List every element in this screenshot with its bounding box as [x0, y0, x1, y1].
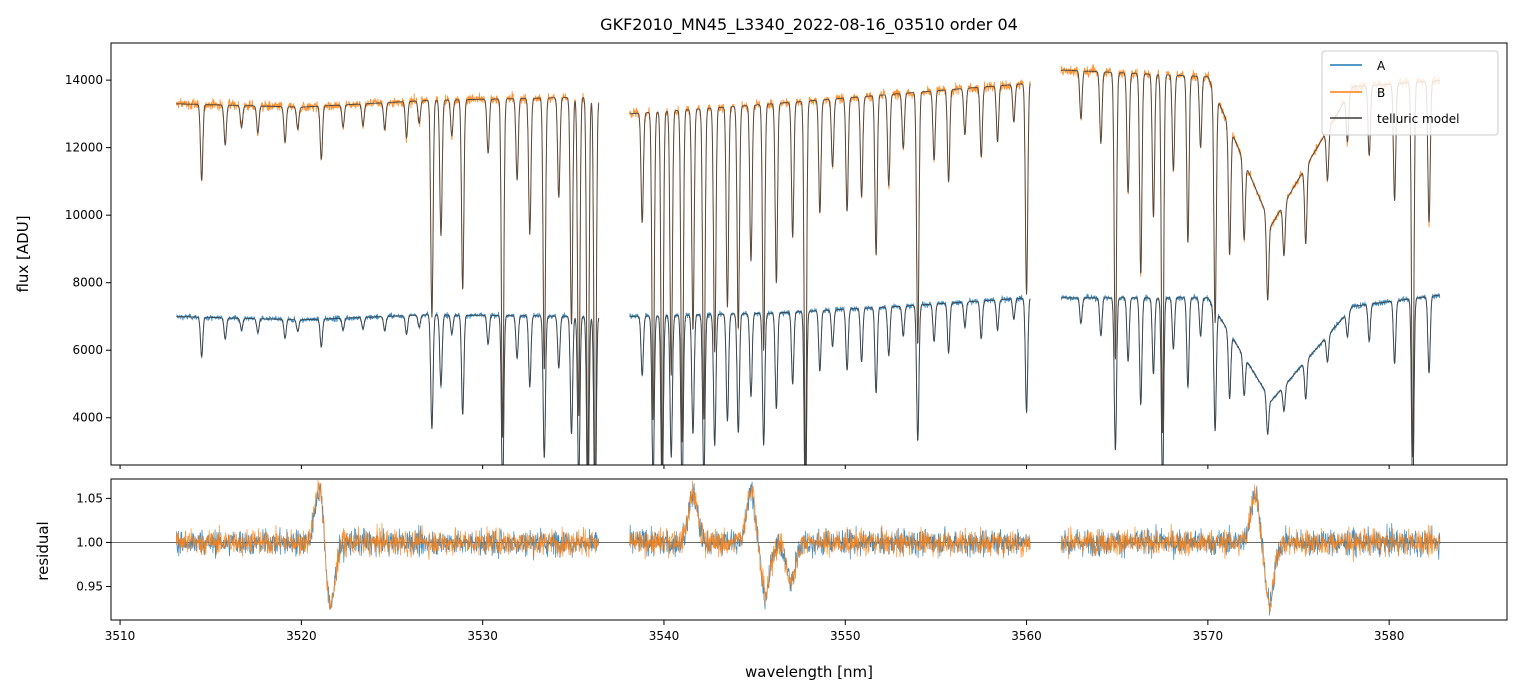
chart-title: GKF2010_MN45_L3340_2022-08-16_03510 orde…	[600, 15, 1018, 35]
legend-label-model: telluric model	[1377, 112, 1459, 126]
top-y-tick-label: 4000	[72, 411, 103, 425]
bottom-axes-frame	[110, 478, 1508, 621]
bottom-y-tick-label: 1.05	[76, 491, 103, 505]
legend-label-b: B	[1377, 86, 1385, 100]
residual-b-line	[175, 480, 1441, 614]
top-y-tick-label: 14000	[65, 73, 103, 87]
bottom-axes: 0.95 1.00 1.05 3510 3520 3530 3540 3550 3560 357…	[34, 478, 1508, 681]
legend-frame	[1321, 50, 1499, 136]
legend: A B telluric model	[1321, 50, 1499, 136]
top-y-ticks: 4000 6000 8000 10000 12000 14000	[65, 73, 111, 425]
x-tick-label: 3550	[830, 629, 861, 643]
bottom-x-ticks: 3510 3520 3530 3540 3550 3560 3570 3580	[105, 620, 1405, 643]
top-axes: 4000 6000 8000 10000 12000 14000 flux [ADU] A…	[14, 42, 1508, 469]
x-tick-label: 3520	[286, 629, 317, 643]
x-tick-label: 3530	[467, 629, 498, 643]
top-y-tick-label: 12000	[65, 141, 103, 155]
legend-label-a: A	[1377, 59, 1386, 73]
top-plot-area	[175, 64, 1441, 465]
bottom-plot-area	[111, 480, 1507, 616]
top-axes-frame	[110, 42, 1508, 466]
top-y-tick-label: 10000	[65, 208, 103, 222]
x-axis-label: wavelength [nm]	[745, 663, 873, 681]
top-y-tick-label: 8000	[72, 276, 103, 290]
top-y-axis-label: flux [ADU]	[14, 215, 32, 292]
bottom-y-ticks: 0.95 1.00 1.05	[76, 491, 111, 594]
x-tick-label: 3580	[1374, 629, 1405, 643]
bottom-y-tick-label: 0.95	[76, 580, 103, 594]
telluric-model-line-a	[176, 294, 1440, 465]
top-y-tick-label: 6000	[72, 343, 103, 357]
bottom-y-tick-label: 1.00	[76, 535, 103, 549]
bottom-y-axis-label: residual	[34, 521, 52, 580]
top-x-ticks	[119, 465, 1390, 469]
x-tick-label: 3570	[1193, 629, 1224, 643]
x-tick-label: 3510	[105, 629, 136, 643]
x-tick-label: 3540	[649, 629, 680, 643]
x-tick-label: 3560	[1011, 629, 1042, 643]
